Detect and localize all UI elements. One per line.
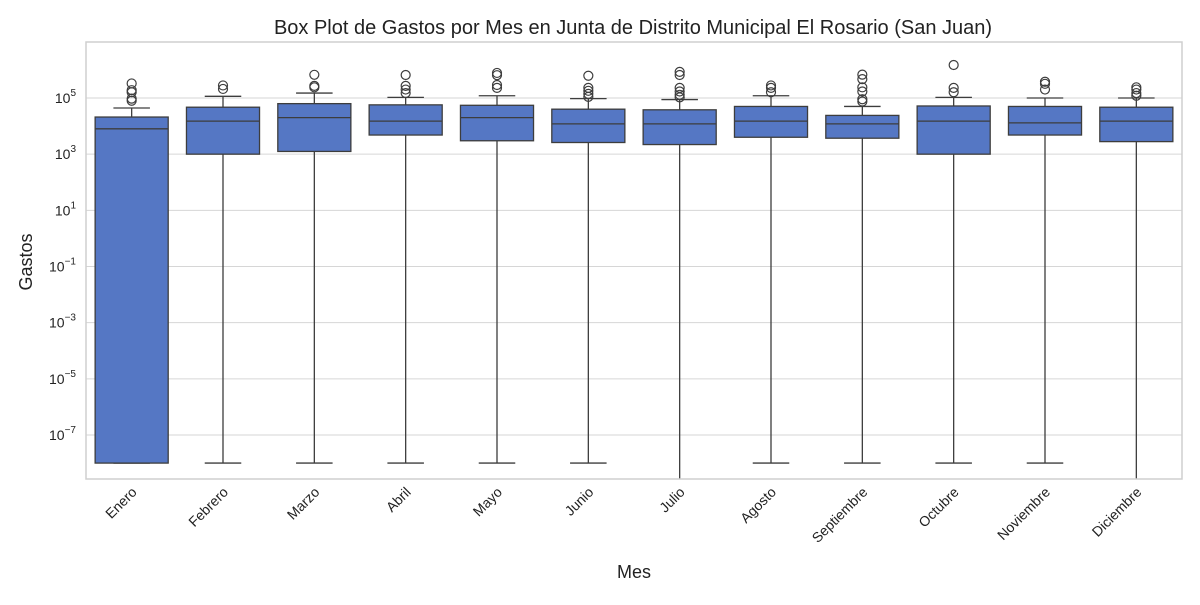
box-group-mayo (459, 67, 535, 464)
box-group-julio (642, 66, 717, 479)
outlier-point (674, 69, 685, 81)
outlier-point (583, 88, 594, 99)
iqr-box (1099, 106, 1174, 143)
box-group-febrero (185, 80, 261, 464)
iqr-box (825, 114, 900, 139)
outlier-point (217, 80, 229, 91)
outlier-point (857, 96, 868, 107)
y-tick-label: 10−7 (49, 425, 76, 443)
y-tick-label: 101 (55, 200, 77, 218)
outlier-point (857, 82, 868, 93)
box-group-marzo (277, 69, 352, 464)
plot-frame (85, 41, 1183, 480)
y-tick-label: 10−1 (49, 257, 76, 275)
y-tick-label: 10−5 (49, 369, 76, 387)
outlier-point (674, 86, 685, 97)
outlier-point (857, 86, 868, 97)
iqr-box (459, 104, 535, 142)
x-tick-label: Octubre (915, 484, 962, 531)
iqr-box (185, 106, 261, 155)
outlier-point (491, 82, 503, 93)
box-group-abril (368, 69, 443, 464)
x-tick-label: Julio (656, 484, 688, 516)
outlier-point (674, 89, 685, 100)
outlier-point (1039, 78, 1051, 89)
outlier-point (583, 85, 594, 96)
outlier-point (948, 87, 959, 98)
x-tick-label: Septiembre (809, 484, 871, 546)
iqr-box (642, 109, 717, 146)
y-tick-label: 103 (55, 144, 77, 162)
outlier-point (674, 66, 685, 77)
box-group-septiembre (825, 69, 900, 464)
outlier-point (583, 70, 594, 81)
x-tick-label: Noviembre (994, 484, 1053, 543)
outlier-point (948, 82, 959, 93)
outlier-point (674, 92, 685, 103)
box-group-diciembre (1099, 82, 1174, 479)
outlier-point (857, 74, 868, 85)
plot-area: 105 103 101 10−1 10−3 10−5 10−7 Enero Febrero Mar… (49, 41, 1183, 546)
box-group-junio (551, 70, 626, 464)
x-tick-label: Diciembre (1089, 484, 1145, 540)
x-axis-label: Mes (617, 562, 651, 582)
iqr-box (1007, 105, 1083, 136)
outlier-point (1039, 84, 1051, 95)
box-group-octubre (916, 59, 991, 464)
x-tick-label: Agosto (737, 484, 779, 526)
outlier-point (765, 87, 777, 98)
outlier-point (400, 69, 411, 81)
outlier-point (948, 59, 959, 71)
box-group-enero (94, 78, 169, 464)
outlier-point (400, 84, 411, 95)
outlier-point (765, 82, 777, 93)
x-tick-label: Junio (561, 484, 596, 519)
outlier-point (1131, 87, 1142, 99)
outlier-point (857, 69, 868, 80)
y-tick-label: 105 (55, 88, 77, 106)
iqr-box (733, 105, 809, 138)
y-axis-label: Gastos (16, 233, 36, 290)
outlier-point (583, 91, 594, 102)
iqr-box (368, 104, 443, 136)
x-tick-label: Mayo (470, 484, 506, 520)
outlier-point (400, 87, 411, 99)
outlier-point (400, 80, 411, 91)
x-tick-label: Abril (383, 484, 414, 515)
x-tick-label: Marzo (284, 484, 323, 523)
iqr-box (277, 102, 352, 153)
box-group-agosto (733, 80, 809, 464)
outlier-point (309, 69, 320, 80)
iqr-box (94, 116, 169, 464)
x-tick-label: Enero (102, 484, 140, 522)
outlier-point (126, 95, 137, 106)
chart-title: Box Plot de Gastos por Mes en Junta de D… (274, 17, 992, 39)
outlier-point (217, 83, 229, 95)
iqr-box (551, 108, 626, 144)
x-tick-label: Febrero (185, 484, 231, 530)
plot-background (86, 42, 1182, 479)
iqr-box (916, 105, 991, 155)
box-group-noviembre (1007, 76, 1083, 464)
outlier-point (491, 70, 503, 81)
outlier-point (491, 79, 503, 91)
outlier-point (1131, 84, 1142, 95)
outlier-point (309, 82, 320, 93)
outlier-point (1131, 90, 1142, 101)
y-tick-label: 10−3 (49, 313, 76, 331)
